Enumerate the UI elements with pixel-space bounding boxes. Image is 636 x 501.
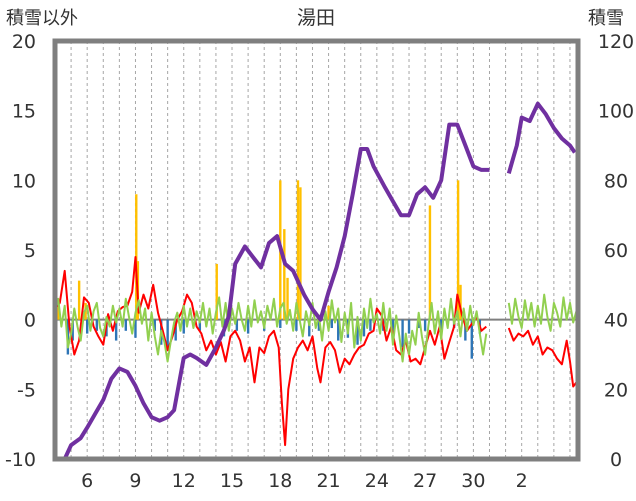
diff-bar: [198, 319, 202, 331]
precip-bar: [286, 277, 289, 320]
diff-bar: [317, 319, 321, 331]
x-tick-label: 21: [316, 470, 340, 492]
temp_b-line: [54, 293, 578, 363]
diff-bar: [356, 319, 359, 345]
right-tick-label: 60: [604, 240, 628, 262]
right-axis-label: 積雪: [588, 8, 624, 29]
left-tick-label: 5: [24, 240, 36, 262]
snow_depth-line: [55, 101, 577, 461]
x-tick-label: 12: [172, 470, 196, 492]
x-tick-label: 18: [268, 470, 292, 492]
precip-bar: [327, 305, 330, 320]
temp_a-line: [54, 256, 578, 447]
diff-bar: [114, 319, 118, 341]
precip-bar: [215, 263, 218, 320]
diff-bar: [95, 319, 99, 331]
diff-bar: [308, 319, 311, 337]
right-tick-label: 40: [604, 310, 628, 332]
x-tick-label: 6: [81, 470, 93, 492]
line-series: [54, 101, 578, 461]
diff-bar: [124, 319, 128, 331]
left-tick-label: -5: [17, 379, 36, 401]
chart-title: 湯田: [297, 7, 335, 29]
diff-bar: [464, 319, 467, 341]
diff-bar: [182, 319, 185, 334]
left-tick-label: 0: [24, 310, 36, 332]
diff-bar: [440, 319, 443, 337]
diff-bar: [369, 319, 372, 331]
diff-bar: [295, 319, 298, 331]
left-tick-label: 20: [12, 31, 36, 53]
right-tick-label: 120: [598, 31, 634, 53]
x-tick-label: 30: [461, 470, 485, 492]
diff-bar: [407, 319, 411, 334]
plot-frame: [52, 38, 581, 462]
precip-bar: [299, 187, 302, 320]
diff-bar: [85, 319, 89, 334]
left-tick-label: 15: [12, 101, 36, 123]
diff-bar: [337, 319, 340, 341]
diff-bar: [246, 319, 250, 334]
diff-bar: [153, 319, 156, 331]
diff-bar: [71, 319, 74, 341]
left-tick-labels: -10 -5 0 5 10 15 20: [5, 31, 36, 471]
diff-bar: [174, 319, 177, 341]
diff-bar: [330, 319, 333, 329]
right-tick-label: 0: [610, 449, 622, 471]
diff-bar: [423, 319, 427, 331]
x-tick-label: 24: [365, 470, 389, 492]
x-tick-label: 2: [516, 470, 528, 492]
x-tick-labels: 6 9 12 15 18 21 24 27 30 2: [81, 470, 528, 492]
x-tick-label: 27: [413, 470, 437, 492]
diff-bar: [401, 319, 404, 348]
precip-bar: [283, 229, 286, 320]
diff-bar: [166, 319, 169, 351]
x-tick-label: 9: [129, 470, 141, 492]
diff-bar: [470, 319, 473, 359]
right-tick-labels: 0 20 40 60 80 100 120: [598, 31, 634, 471]
diff-bar: [134, 319, 137, 338]
left-tick-label: 10: [12, 170, 36, 192]
diff-bar: [362, 319, 366, 337]
right-tick-label: 100: [598, 101, 634, 123]
gridlines: [70, 41, 571, 459]
precip-bar: [296, 180, 300, 320]
precip-bar: [57, 298, 60, 320]
diff-bar: [279, 319, 282, 329]
precip-bar: [459, 284, 462, 320]
diff-bar: [235, 319, 239, 331]
right-tick-label: 80: [604, 170, 628, 192]
diff-bar: [417, 319, 420, 329]
left-axis-label: 積雪以外: [6, 8, 78, 29]
precip-bar: [428, 205, 432, 320]
right-tick-label: 20: [604, 379, 628, 401]
x-tick-label: 15: [220, 470, 244, 492]
precip-bar: [456, 180, 460, 320]
precip-bar: [77, 280, 81, 320]
left-tick-label: -10: [5, 449, 36, 471]
